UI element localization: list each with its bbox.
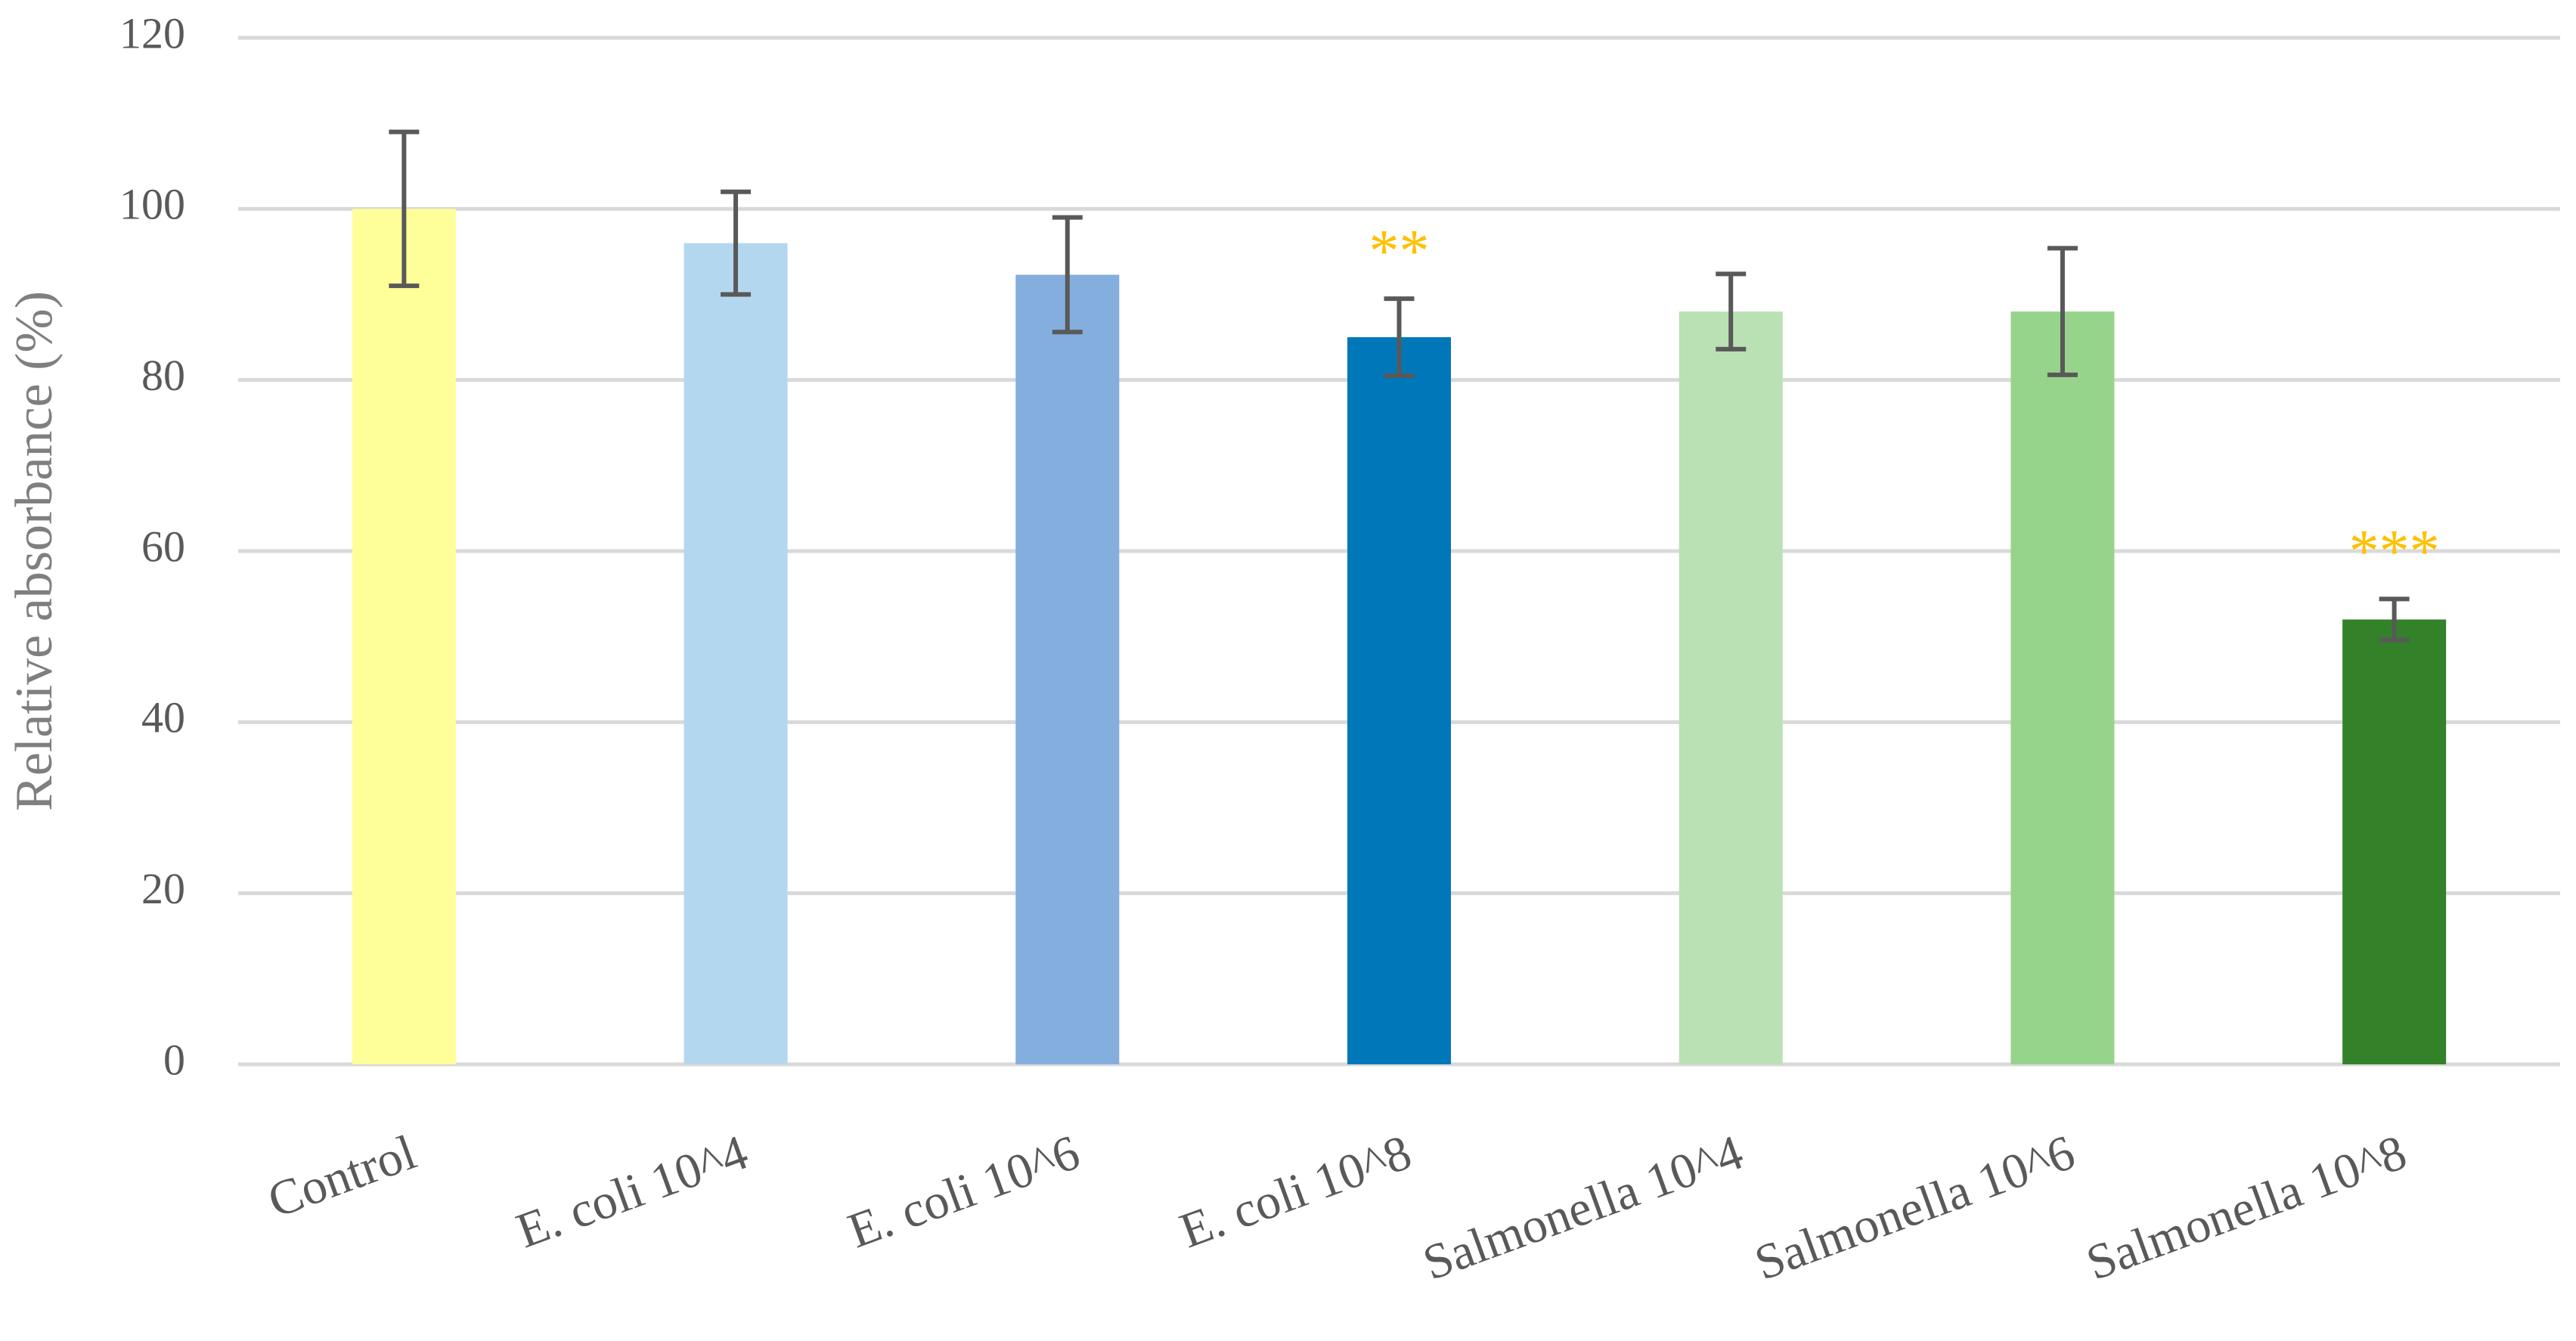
x-tick-label: Control <box>261 1125 423 1229</box>
y-tick-label: 60 <box>141 522 185 571</box>
y-tick-label: 40 <box>141 693 185 742</box>
bar <box>2342 619 2447 1064</box>
x-tick-label: E. coli 10^4 <box>510 1125 755 1259</box>
bar <box>352 209 456 1064</box>
y-axis-title: Relative absorbance (%) <box>5 291 64 811</box>
y-tick-label: 120 <box>119 8 185 57</box>
bar <box>1347 337 1451 1064</box>
error-bar <box>389 129 420 289</box>
y-tick-label: 20 <box>141 864 185 913</box>
y-tick-label: 100 <box>119 180 185 229</box>
x-tick-label: Salmonella 10^4 <box>1416 1125 1750 1291</box>
error-bar <box>1052 215 1083 335</box>
x-tick-label: Salmonella 10^8 <box>2079 1125 2413 1291</box>
bar <box>684 243 788 1065</box>
bar <box>2010 311 2115 1065</box>
significance-annotation: ** <box>1369 218 1430 285</box>
significance-annotation: *** <box>2349 519 2440 585</box>
bar <box>1679 311 1783 1065</box>
y-tick-label: 80 <box>141 351 185 400</box>
x-tick-label: Salmonella 10^6 <box>1748 1125 2082 1291</box>
bar <box>1015 274 1120 1064</box>
error-bar <box>721 189 752 297</box>
x-tick-label: E. coli 10^6 <box>842 1125 1087 1259</box>
error-bar <box>2379 596 2410 643</box>
error-bar <box>2047 246 2078 377</box>
error-bar <box>1384 296 1415 379</box>
y-tick-label: 0 <box>163 1035 185 1084</box>
error-bar <box>1716 271 1747 352</box>
x-tick-label: E. coli 10^8 <box>1173 1125 1418 1259</box>
